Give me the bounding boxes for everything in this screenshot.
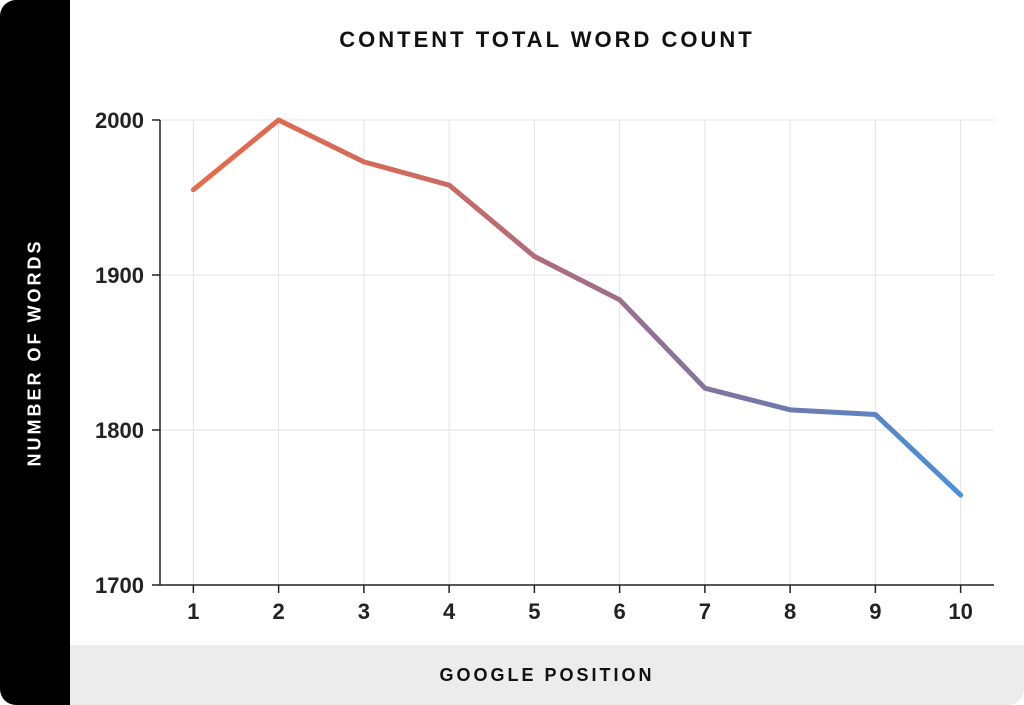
svg-text:3: 3	[358, 599, 370, 624]
y-tick: 1900	[95, 263, 144, 288]
x-tick: 3	[358, 599, 370, 624]
svg-text:7: 7	[699, 599, 711, 624]
x-tick: 10	[948, 599, 972, 624]
y-tick: 1700	[95, 573, 144, 598]
x-tick: 2	[272, 599, 284, 624]
svg-text:1: 1	[187, 599, 199, 624]
y-axis-label: NUMBER OF WORDS	[25, 239, 46, 467]
plot-area: 1700 1800 1900 2000 1 2 3 4 5 6 7 8 9 10	[70, 80, 1024, 645]
svg-text:1800: 1800	[95, 418, 144, 443]
y-axis-band: NUMBER OF WORDS	[0, 0, 70, 705]
y-tick: 1800	[95, 418, 144, 443]
series-line	[193, 120, 960, 495]
svg-text:4: 4	[443, 599, 456, 624]
svg-text:6: 6	[614, 599, 626, 624]
svg-text:2000: 2000	[95, 108, 144, 133]
x-tick: 6	[614, 599, 626, 624]
svg-text:2: 2	[272, 599, 284, 624]
svg-text:8: 8	[784, 599, 796, 624]
x-tick: 7	[699, 599, 711, 624]
svg-text:1700: 1700	[95, 573, 144, 598]
x-tick: 8	[784, 599, 796, 624]
x-tick: 9	[869, 599, 881, 624]
x-tick: 1	[187, 599, 199, 624]
grid	[160, 120, 994, 585]
x-axis-label: GOOGLE POSITION	[70, 645, 1024, 705]
chart-card: NUMBER OF WORDS CONTENT TOTAL WORD COUNT…	[0, 0, 1024, 705]
chart-title: CONTENT TOTAL WORD COUNT	[70, 0, 1024, 80]
svg-text:5: 5	[528, 599, 540, 624]
y-tick: 2000	[95, 108, 144, 133]
svg-text:10: 10	[948, 599, 972, 624]
svg-text:9: 9	[869, 599, 881, 624]
x-tick: 5	[528, 599, 540, 624]
x-tick: 4	[443, 599, 456, 624]
chart-svg: 1700 1800 1900 2000 1 2 3 4 5 6 7 8 9 10	[70, 80, 1024, 645]
svg-text:1900: 1900	[95, 263, 144, 288]
